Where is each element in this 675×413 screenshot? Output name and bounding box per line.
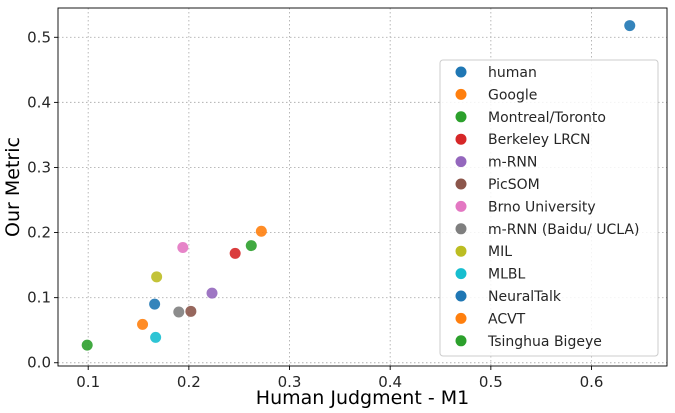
y-tick-label: 0.2 <box>27 224 51 242</box>
x-tick-label: 0.3 <box>278 373 302 391</box>
legend-marker <box>455 88 467 100</box>
plot-area-frame <box>57 7 668 367</box>
x-axis-label: Human Judgment - M1 <box>256 387 469 409</box>
legend-label: MIL <box>488 244 512 260</box>
data-point-google <box>255 225 267 237</box>
legend-label: MLBL <box>488 267 525 283</box>
legend-label: Montreal/Toronto <box>488 110 606 126</box>
x-tick-label: 0.2 <box>177 373 201 391</box>
y-axis-label: Our Metric <box>2 137 24 237</box>
legend-marker <box>455 312 467 324</box>
legend-marker <box>455 290 467 302</box>
x-tick-label: 0.1 <box>76 373 100 391</box>
legend-label: Brno University <box>488 199 596 215</box>
legend-label: human <box>488 65 537 81</box>
legend-marker <box>455 66 467 78</box>
data-point-acvt <box>137 318 149 330</box>
x-tick-label: 0.6 <box>580 373 604 391</box>
data-point-human <box>624 20 636 32</box>
legend-label: m-RNN (Baidu/ UCLA) <box>488 222 639 238</box>
y-tick-label: 0.0 <box>27 354 51 372</box>
legend-marker <box>455 178 467 190</box>
data-point-neuraltalk <box>149 298 161 310</box>
legend-marker <box>455 223 467 235</box>
legend-marker <box>455 111 467 123</box>
x-tick-label: 0.5 <box>479 373 503 391</box>
y-tick-label: 0.5 <box>27 28 51 46</box>
legend-box <box>439 59 659 357</box>
data-point-montreal-toronto <box>245 240 257 252</box>
grid-lines <box>58 8 667 366</box>
legend-marker <box>455 268 467 280</box>
legend-label: ACVT <box>488 311 526 327</box>
legend: human Google Montreal/Toronto Berkeley LRCN… <box>439 59 659 357</box>
legend-label: Berkeley LRCN <box>488 132 591 148</box>
legend-label: Google <box>488 87 537 103</box>
data-point-mlbl <box>150 331 162 343</box>
axis-ticks: 0.1 0.2 0.3 0.4 0.5 0.6 0.0 0.1 0.2 0.3 0.4 0.5 <box>27 28 603 391</box>
data-point-m-rnn-baidu-ucla- <box>173 306 185 318</box>
legend-label: PicSOM <box>488 177 540 193</box>
legend-marker <box>455 245 467 257</box>
y-tick-label: 0.4 <box>27 93 51 111</box>
data-point-m-rnn <box>206 287 218 299</box>
data-point-mil <box>151 271 163 283</box>
legend-label: m-RNN <box>488 155 537 171</box>
legend-marker <box>455 156 467 168</box>
data-point-picsom <box>185 305 197 317</box>
data-point-tsinghua-bigeye <box>81 339 93 351</box>
legend-marker <box>455 133 467 145</box>
legend-label: NeuralTalk <box>488 289 562 305</box>
data-point-berkeley-lrcn <box>229 247 241 259</box>
x-tick-label: 0.4 <box>378 373 402 391</box>
legend-label: Tsinghua Bigeye <box>487 334 602 350</box>
data-points <box>81 20 636 351</box>
data-point-brno-university <box>177 242 189 254</box>
y-tick-label: 0.1 <box>27 289 51 307</box>
y-tick-label: 0.3 <box>27 158 51 176</box>
legend-marker <box>455 335 467 347</box>
legend-marker <box>455 200 467 212</box>
